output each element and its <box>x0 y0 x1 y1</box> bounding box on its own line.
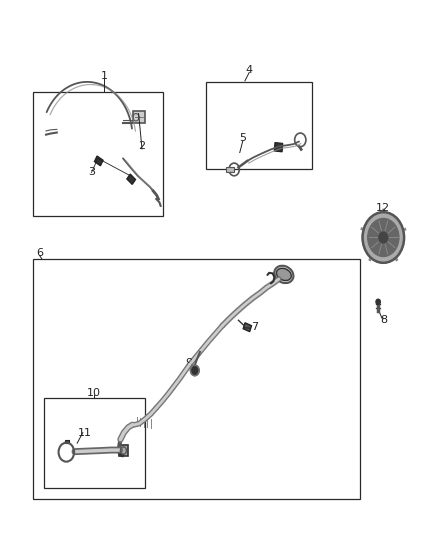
Bar <box>44 398 145 488</box>
Bar <box>274 143 283 152</box>
Circle shape <box>376 299 380 304</box>
Bar <box>33 92 163 216</box>
Text: 3: 3 <box>88 166 95 176</box>
Ellipse shape <box>274 266 293 283</box>
Text: 8: 8 <box>380 316 387 325</box>
Circle shape <box>363 212 404 263</box>
Bar <box>243 323 251 332</box>
Bar <box>95 156 103 166</box>
Text: 4: 4 <box>246 65 253 75</box>
Text: 7: 7 <box>251 322 258 332</box>
Bar <box>206 82 312 169</box>
Circle shape <box>191 365 199 376</box>
Bar <box>133 111 145 123</box>
Bar <box>65 440 69 443</box>
Bar <box>226 167 234 172</box>
Bar <box>119 445 128 456</box>
Circle shape <box>368 219 399 256</box>
Bar <box>33 259 360 498</box>
Text: 10: 10 <box>87 388 101 398</box>
Text: 5: 5 <box>239 133 246 143</box>
Text: 11: 11 <box>78 427 92 438</box>
Text: 1: 1 <box>101 70 108 80</box>
Text: 2: 2 <box>138 141 145 151</box>
Text: 12: 12 <box>376 204 390 214</box>
Bar <box>127 174 135 184</box>
Circle shape <box>379 232 388 243</box>
Text: 6: 6 <box>36 248 43 258</box>
Text: 9: 9 <box>185 358 192 368</box>
Ellipse shape <box>276 268 291 280</box>
